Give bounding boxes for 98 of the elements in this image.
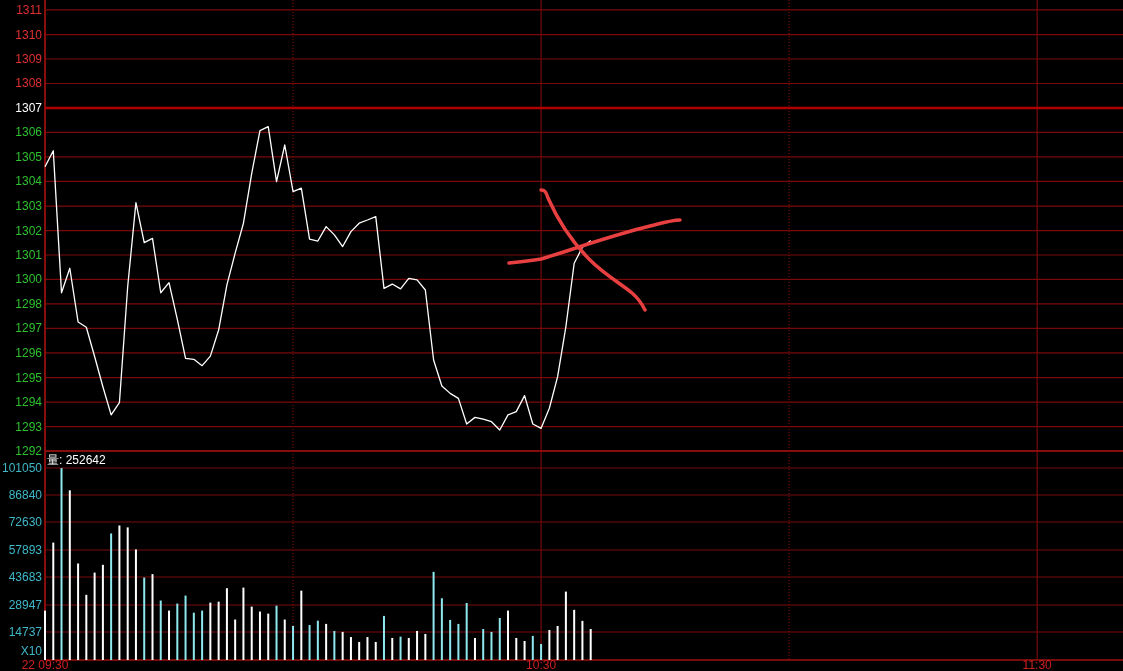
bar	[482, 629, 485, 660]
y-tick-label: 1292	[15, 444, 43, 458]
bar	[118, 525, 121, 660]
bar	[589, 629, 592, 660]
bar	[209, 602, 212, 660]
bar	[498, 618, 501, 660]
bar	[234, 619, 237, 660]
y-tick-label: 1296	[15, 345, 43, 360]
bar	[68, 490, 71, 660]
bar	[300, 590, 303, 660]
y-tick-label: 101050	[1, 461, 43, 476]
bar	[151, 574, 154, 660]
bar	[465, 603, 468, 660]
bar	[110, 533, 113, 660]
y-tick-label: 1311	[16, 2, 43, 17]
bar	[101, 564, 104, 660]
y-tick-label: 1293	[15, 419, 43, 434]
y-tick-label: 1297	[15, 321, 43, 336]
y-tick-label: 1306	[15, 125, 43, 140]
y-tick-label: 1305	[15, 149, 43, 164]
bar	[523, 641, 526, 660]
bar	[507, 610, 509, 660]
y-tick-label: 28947	[8, 598, 43, 612]
y-tick-label: 1310	[15, 27, 43, 42]
y-tick-label: 1303	[15, 199, 43, 214]
bar	[85, 594, 88, 660]
bar	[134, 549, 137, 660]
y-tick-label: 86840	[8, 488, 43, 502]
x-tick-label: 10:30	[526, 658, 557, 671]
bar	[490, 631, 493, 660]
bar	[573, 609, 576, 660]
bar	[44, 610, 46, 660]
bar	[564, 591, 567, 660]
bar	[349, 637, 352, 660]
bar	[192, 612, 195, 660]
x-tick-label: 22 09:30	[21, 658, 69, 671]
y-tick-label: 1302	[15, 223, 43, 238]
bar	[217, 601, 220, 660]
bar	[432, 571, 435, 660]
bar	[250, 606, 253, 660]
y-tick-label: 1309	[15, 52, 43, 67]
bar	[242, 587, 245, 660]
bar	[275, 605, 278, 660]
bar	[341, 631, 344, 660]
y-tick-label: 1294	[15, 395, 43, 410]
bar	[556, 625, 559, 660]
y-tick-label: 1308	[15, 76, 43, 91]
bar	[52, 542, 55, 660]
x-tick-label: 11:30	[1022, 658, 1053, 671]
bar	[449, 619, 452, 660]
bar	[540, 644, 543, 660]
bar	[176, 603, 179, 660]
bar	[267, 613, 270, 660]
y-tick-label: 72630	[8, 515, 43, 529]
y-tick-label: 14737	[8, 625, 43, 639]
bar	[581, 620, 584, 660]
y-tick-label: 1300	[15, 272, 43, 287]
bar	[382, 615, 385, 660]
bar	[548, 629, 551, 660]
bar	[374, 641, 377, 660]
bar	[93, 572, 96, 660]
bar	[358, 641, 361, 660]
y-tick-label: 1307	[15, 100, 43, 115]
bar	[143, 577, 146, 660]
bar	[77, 563, 80, 660]
bar	[333, 630, 336, 660]
bar	[515, 637, 518, 660]
y-tick-label: 1298	[15, 296, 43, 311]
bar	[60, 468, 63, 660]
bar	[292, 625, 295, 660]
y-tick-label: 57893	[8, 543, 43, 557]
bar	[201, 610, 204, 660]
bar	[308, 625, 311, 660]
bar	[168, 610, 171, 660]
bar	[258, 611, 261, 660]
bar	[159, 600, 162, 660]
bar	[399, 636, 402, 660]
bar	[225, 588, 228, 660]
bar	[424, 633, 427, 660]
line-series	[44, 126, 592, 431]
y-tick-label: 43683	[8, 570, 43, 584]
y-tick-label: 1304	[15, 174, 43, 189]
bar	[416, 630, 419, 660]
y-axis-title: X10	[20, 644, 43, 658]
bar	[283, 619, 286, 660]
bar	[440, 598, 443, 660]
bar	[391, 637, 394, 660]
bar	[531, 635, 534, 660]
chart-title: 量: 252642	[47, 453, 107, 467]
bar	[457, 623, 460, 660]
bar	[366, 637, 369, 660]
bar	[407, 637, 410, 660]
bar	[473, 637, 476, 660]
bar	[316, 620, 319, 660]
y-tick-label: 1295	[15, 370, 43, 385]
bar	[325, 623, 328, 660]
bar	[184, 595, 187, 660]
y-tick-label: 1301	[15, 248, 43, 262]
